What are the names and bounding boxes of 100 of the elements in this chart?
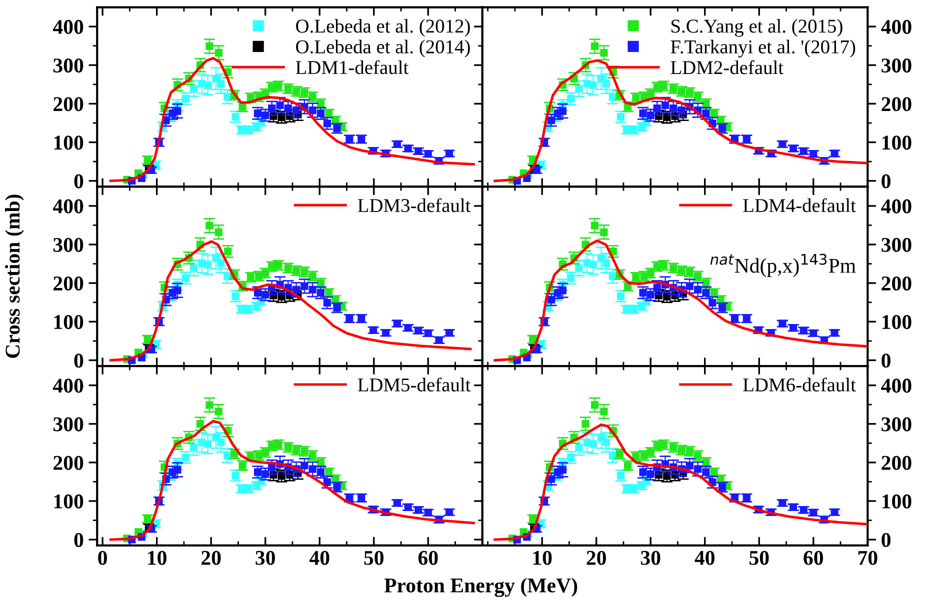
x-tick-label: 40 <box>694 550 714 565</box>
point <box>590 401 599 409</box>
y-tick-label: 0 <box>74 532 84 548</box>
y-axis-title: Cross section (mb) <box>5 194 24 358</box>
point <box>532 166 540 174</box>
point <box>238 306 246 314</box>
point <box>694 452 702 460</box>
point <box>590 222 599 230</box>
point <box>694 465 702 473</box>
point <box>582 420 590 428</box>
y-tick-label: 100 <box>882 315 912 330</box>
x-tick-label: 20 <box>202 550 221 565</box>
point <box>686 462 694 470</box>
y-tick-label: 200 <box>882 276 912 291</box>
legend-label: O.Lebeda et al. (2014) <box>296 40 470 58</box>
y-tick-label: 400 <box>52 20 84 34</box>
point <box>182 454 190 462</box>
x-tick-label: 50 <box>750 550 769 565</box>
legend-label: F.Tarkanyi et al. '(2017) <box>670 40 856 58</box>
point <box>567 454 575 462</box>
point <box>190 264 198 272</box>
point <box>616 472 625 480</box>
point <box>196 420 204 428</box>
point <box>144 514 152 523</box>
point <box>204 440 212 448</box>
point <box>224 248 232 256</box>
x-tick-label: 60 <box>418 550 438 565</box>
point <box>206 401 214 409</box>
point <box>589 81 597 89</box>
legend-label: LDM3-default <box>358 198 471 212</box>
y-tick-label: 0 <box>882 354 890 368</box>
point <box>608 452 616 460</box>
y-tick-label: 100 <box>882 136 912 150</box>
point <box>661 101 670 110</box>
legend-label: LDM5-default <box>358 378 471 392</box>
y-tick-label: 0 <box>882 174 890 188</box>
point <box>238 126 246 134</box>
point <box>622 484 631 492</box>
point <box>232 292 240 300</box>
x-tick-label: 20 <box>586 550 606 565</box>
y-tick-label: 300 <box>882 238 912 252</box>
point <box>232 113 240 121</box>
point <box>204 260 212 268</box>
x-tick-label: 50 <box>364 550 384 565</box>
point <box>547 116 556 124</box>
point <box>206 42 214 50</box>
point <box>217 259 225 267</box>
y-tick-label: 200 <box>54 276 84 291</box>
point <box>232 472 240 480</box>
y-tick-label: 0 <box>74 174 84 188</box>
y-tick-label: 100 <box>54 315 84 330</box>
point <box>238 484 246 492</box>
point <box>694 272 702 280</box>
legend-label: LDM4-default <box>743 198 856 212</box>
annotation: $^{nat}$Nd(p,x)$^{143}$Pm <box>710 254 856 278</box>
point <box>308 106 316 114</box>
point <box>182 274 190 282</box>
y-tick-label: 200 <box>882 97 912 112</box>
point <box>214 48 222 57</box>
point <box>589 260 597 268</box>
legend-label: S.C.Yang et al. (2015) <box>671 19 842 37</box>
y-tick-label: 300 <box>53 417 84 432</box>
y-tick-label: 0 <box>882 532 890 548</box>
point <box>575 84 583 92</box>
point <box>600 408 608 416</box>
point <box>694 286 702 294</box>
x-tick-label: 40 <box>309 550 330 565</box>
y-tick-label: 400 <box>52 378 84 393</box>
y-tick-label: 400 <box>52 199 84 214</box>
point <box>602 80 610 88</box>
point <box>670 104 678 112</box>
point <box>653 104 661 112</box>
x-tick-label: 30 <box>256 550 275 565</box>
point <box>276 101 284 110</box>
y-tick-label: 200 <box>54 97 84 112</box>
y-tick-label: 100 <box>54 494 84 508</box>
point <box>678 106 686 114</box>
point <box>589 440 597 448</box>
x-tick-label: 30 <box>640 550 660 565</box>
y-tick-label: 400 <box>881 199 912 214</box>
point <box>214 228 222 236</box>
point <box>144 336 152 344</box>
y-tick-label: 300 <box>882 417 912 432</box>
point <box>308 452 316 460</box>
legend-label: LDM6-default <box>743 378 856 392</box>
y-tick-label: 300 <box>53 58 84 73</box>
point <box>190 444 198 452</box>
legend-label: LDM1-default <box>296 60 409 74</box>
y-tick-label: 0 <box>74 354 84 368</box>
point <box>308 92 316 101</box>
point <box>224 452 232 460</box>
y-tick-label: 200 <box>54 456 84 470</box>
point <box>694 92 702 101</box>
point <box>214 408 222 416</box>
point <box>547 475 556 483</box>
point <box>686 282 694 290</box>
point <box>230 450 238 458</box>
x-tick-label: 60 <box>804 550 824 565</box>
y-tick-label: 300 <box>882 58 912 73</box>
point <box>616 450 624 458</box>
